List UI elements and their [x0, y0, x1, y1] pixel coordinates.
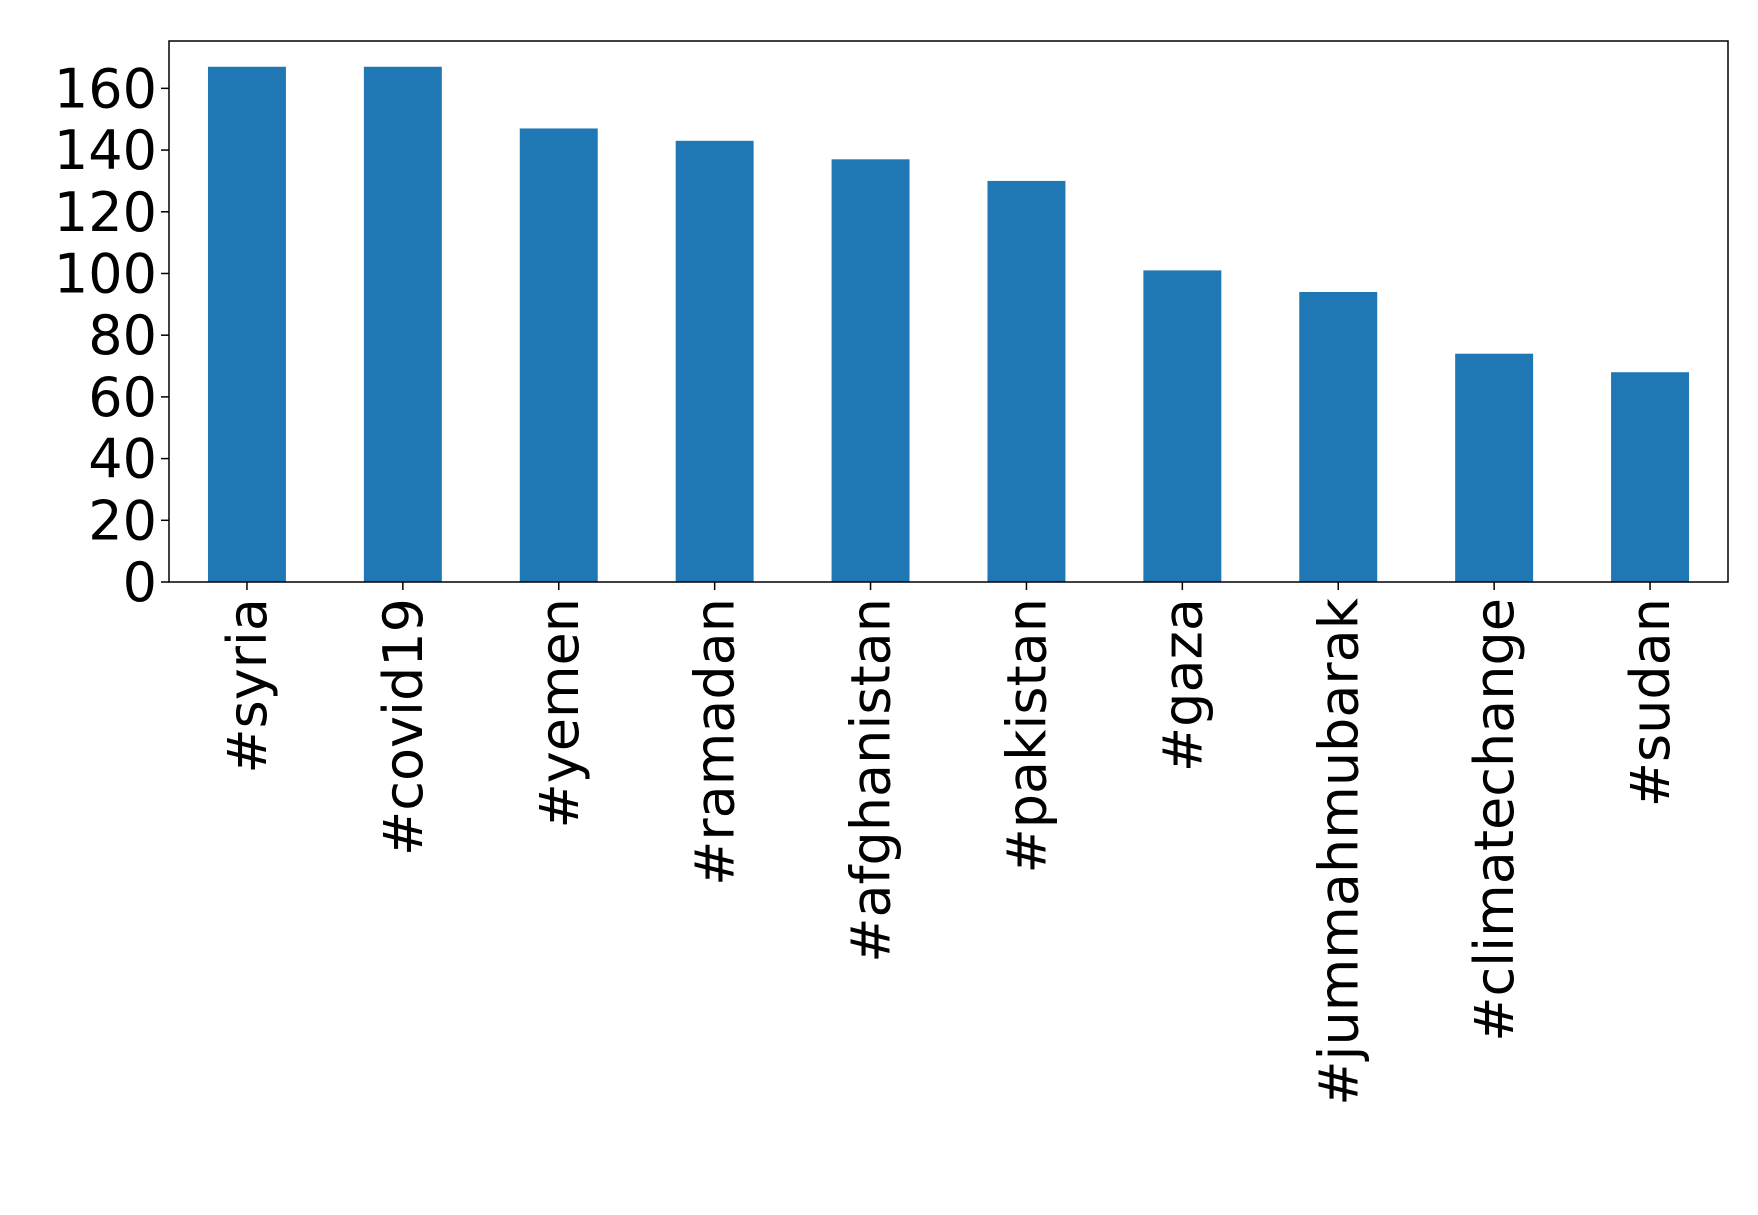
y-tick-label: 0: [123, 551, 157, 614]
y-tick-label: 80: [88, 304, 157, 367]
x-tick-label: #pakistan: [995, 598, 1058, 874]
x-tick-label: #yemen: [528, 598, 591, 828]
bar: [363, 66, 442, 582]
y-tick-label: 60: [88, 366, 157, 429]
bar: [1611, 372, 1690, 582]
bar: [1299, 291, 1378, 582]
bar: [675, 140, 754, 582]
y-tick-label: 120: [54, 181, 157, 244]
bar: [987, 180, 1066, 583]
y-tick-label: 20: [88, 489, 157, 552]
x-tick-label: #ramadan: [684, 598, 747, 886]
x-tick-label: #sudan: [1619, 598, 1682, 807]
y-tick-label: 160: [54, 57, 157, 120]
x-tick-label: #syria: [216, 598, 279, 774]
x-tick-label: #gaza: [1151, 598, 1214, 772]
bar: [207, 66, 286, 582]
bar: [1455, 353, 1534, 582]
x-tick-label: #climatechange: [1463, 598, 1526, 1042]
y-tick-label: 100: [54, 242, 157, 305]
bar: [1143, 270, 1222, 582]
plot-frame: [168, 40, 1729, 583]
bar: [831, 159, 910, 582]
y-tick-label: 140: [54, 119, 157, 182]
bar: [519, 128, 598, 582]
y-tick-label: 40: [88, 428, 157, 491]
x-tick-label: #jummahmubarak: [1307, 597, 1370, 1105]
x-tick-label: #covid19: [372, 598, 435, 856]
x-tick-label: #afghanistan: [840, 598, 903, 963]
